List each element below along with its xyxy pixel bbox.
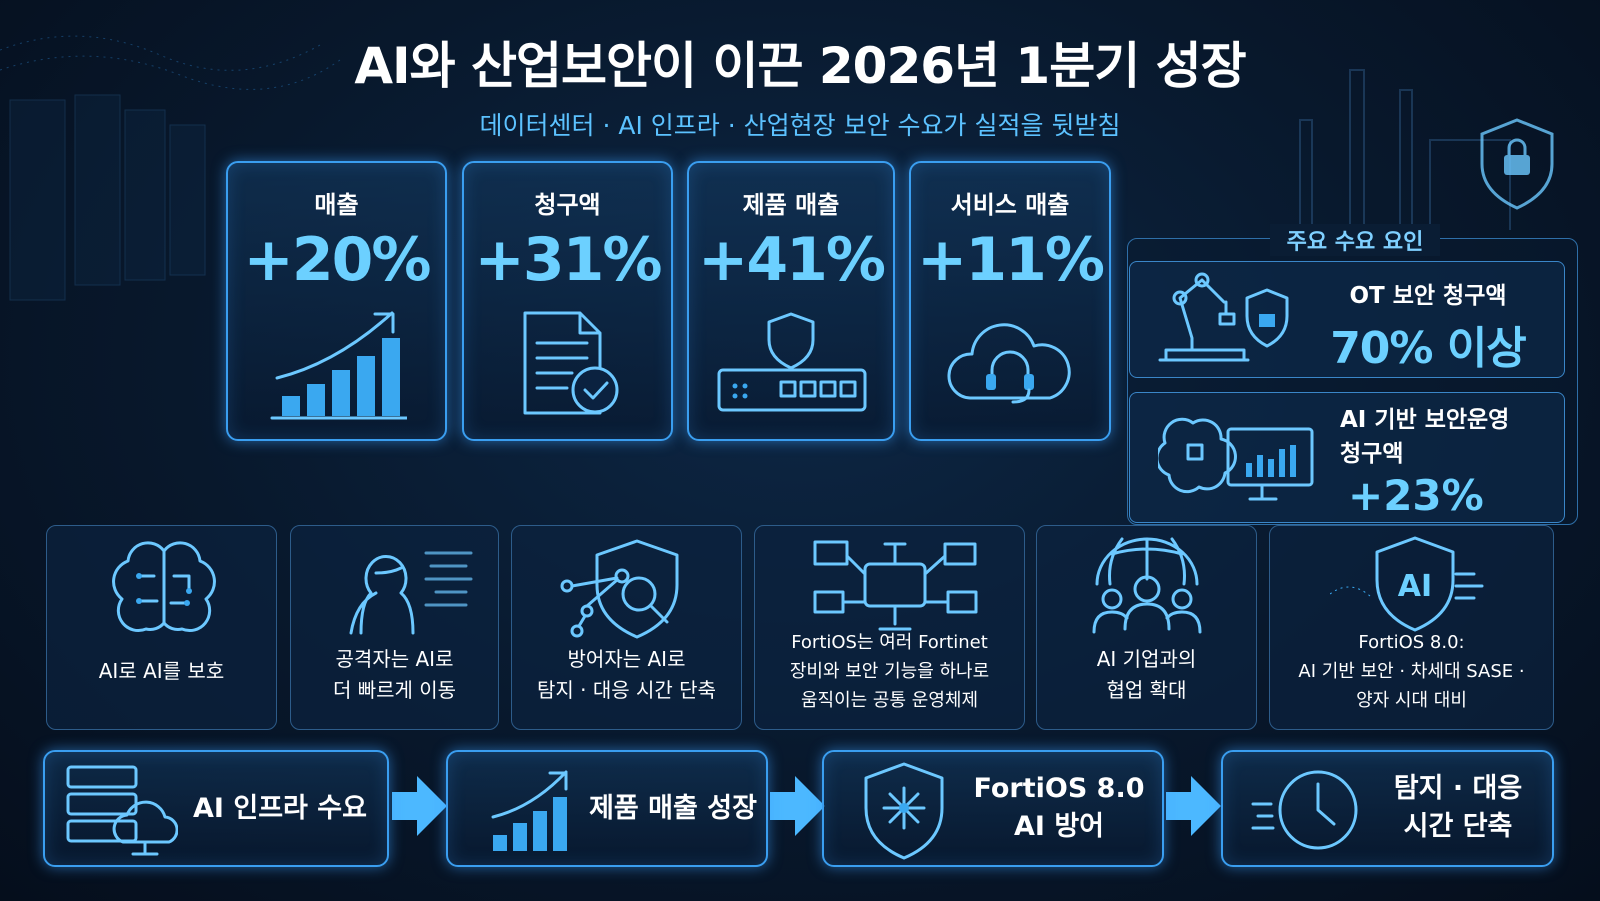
driver-label: AI 기반 보안운영 청구액: [1340, 403, 1509, 471]
flow-step: 탐지 · 대응 시간 단축: [1221, 750, 1554, 867]
flow-line: FortiOS 8.0: [973, 773, 1145, 804]
infra-icon: [66, 765, 178, 856]
document-icon: [523, 311, 618, 415]
theme-line: 공격자는 AI로: [335, 647, 454, 671]
driver-value: +23%: [1348, 471, 1484, 520]
metric-value: +41%: [698, 225, 886, 295]
metric-card: 서비스 매출 +11%: [909, 161, 1111, 441]
flow-line: 제품 매출 성장: [589, 793, 757, 824]
appliance-icon: [717, 312, 867, 412]
theme-text: AI 기업과의 협업 확대: [1037, 644, 1256, 706]
sales-icon: [491, 770, 568, 851]
theme-line: 양자 시대 대비: [1356, 690, 1467, 711]
flow-step: FortiOS 8.0 AI 방어: [822, 750, 1164, 867]
attacker-icon: [349, 551, 473, 635]
defender-icon: [560, 539, 679, 639]
brain-icon: [112, 541, 216, 633]
flow-step: 제품 매출 성장: [446, 750, 768, 867]
driver-label-line: 청구액: [1340, 441, 1404, 467]
driver-label-line: AI 기반 보안운영: [1340, 407, 1510, 433]
theme-line: 방어자는 AI로: [567, 647, 686, 671]
theme-line: AI로 AI를 보호: [98, 659, 225, 683]
theme-text: 공격자는 AI로 더 빠르게 이동: [291, 644, 498, 706]
flow-arrows: [392, 776, 1221, 836]
drivers-title: 주요 수요 요인: [1270, 224, 1440, 256]
metric-label: 제품 매출: [742, 191, 840, 219]
ai-shield-icon: AI: [1330, 536, 1484, 632]
theme-card: FortiOS는 여러 Fortinet 장비와 보안 기능을 하나로 움직이는…: [754, 525, 1025, 730]
theme-line: 움직이는 공통 운영체제: [800, 690, 979, 711]
ot-icon: [1158, 272, 1289, 362]
driver-label: OT 보안 청구액: [1349, 283, 1507, 309]
partnership-icon: [1092, 537, 1202, 634]
metric-card: 청구액 +31%: [462, 161, 673, 441]
theme-text: 방어자는 AI로 탐지 · 대응 시간 단축: [512, 644, 741, 706]
theme-line: 더 빠르게 이동: [332, 678, 457, 702]
flow-text: 탐지 · 대응 시간 단축: [1373, 770, 1543, 846]
theme-line: AI 기반 보안 · 차세대 SASE ·: [1298, 661, 1525, 682]
svg-text:AI: AI: [1398, 569, 1432, 604]
metric-label: 서비스 매출: [950, 191, 1070, 219]
theme-line: AI 기업과의: [1096, 647, 1197, 671]
flow-step: AI 인프라 수요: [43, 750, 389, 867]
metric-value: +11%: [917, 225, 1105, 295]
metric-value: +20%: [243, 225, 432, 295]
driver-card: OT 보안 청구액 70% 이상: [1129, 261, 1565, 378]
growth-icon: [270, 311, 407, 420]
metric-label: 매출: [314, 191, 359, 219]
theme-text: FortiOS 8.0: AI 기반 보안 · 차세대 SASE · 양자 시대…: [1270, 628, 1553, 715]
metric-card: 제품 매출 +41%: [687, 161, 895, 441]
flow-text: FortiOS 8.0 AI 방어: [964, 770, 1154, 846]
theme-line: 탐지 · 대응 시간 단축: [537, 678, 716, 702]
flow-text: AI 인프라 수요: [185, 790, 375, 828]
theme-line: 장비와 보안 기능을 하나로: [789, 661, 990, 682]
subtitle: 데이터센터 · AI 인프라 · 산업현장 보안 수요가 실적을 뒷받침: [479, 111, 1121, 140]
clock-icon: [1251, 770, 1358, 850]
metric-label: 청구액: [534, 191, 601, 219]
theme-card: 공격자는 AI로 더 빠르게 이동: [290, 525, 499, 730]
theme-line: 협업 확대: [1106, 678, 1187, 702]
flow-line: AI 인프라 수요: [193, 793, 367, 824]
theme-text: FortiOS는 여러 Fortinet 장비와 보안 기능을 하나로 움직이는…: [755, 628, 1024, 715]
driver-value: 70% 이상: [1330, 323, 1527, 374]
flow-text: 제품 매출 성장: [588, 790, 758, 828]
theme-card: 방어자는 AI로 탐지 · 대응 시간 단축: [511, 525, 742, 730]
metric-card: 매출 +20%: [226, 161, 447, 441]
flow-line: AI 방어: [1013, 811, 1105, 842]
theme-line: FortiOS는 여러 Fortinet: [791, 632, 988, 653]
theme-card: AI FortiOS 8.0: AI 기반 보안 · 차세대 SASE · 양자…: [1269, 525, 1554, 730]
driver-card: AI 기반 보안운영 청구액 +23%: [1129, 392, 1565, 523]
fortios-icon: [864, 762, 944, 860]
theme-card: AI로 AI를 보호: [46, 525, 277, 730]
metric-value: +31%: [474, 225, 663, 295]
theme-line: FortiOS 8.0:: [1358, 632, 1465, 653]
ai-ops-icon: [1158, 417, 1314, 501]
title: AI와 산업보안이 이끈 2026년 1분기 성장: [354, 37, 1246, 95]
flow-line: 시간 단축: [1403, 811, 1513, 842]
network-icon: [813, 540, 978, 631]
theme-card: AI 기업과의 협업 확대: [1036, 525, 1257, 730]
flow-line: 탐지 · 대응: [1393, 773, 1523, 804]
cloud-support-icon: [947, 323, 1071, 404]
theme-text: AI로 AI를 보호: [47, 656, 276, 687]
